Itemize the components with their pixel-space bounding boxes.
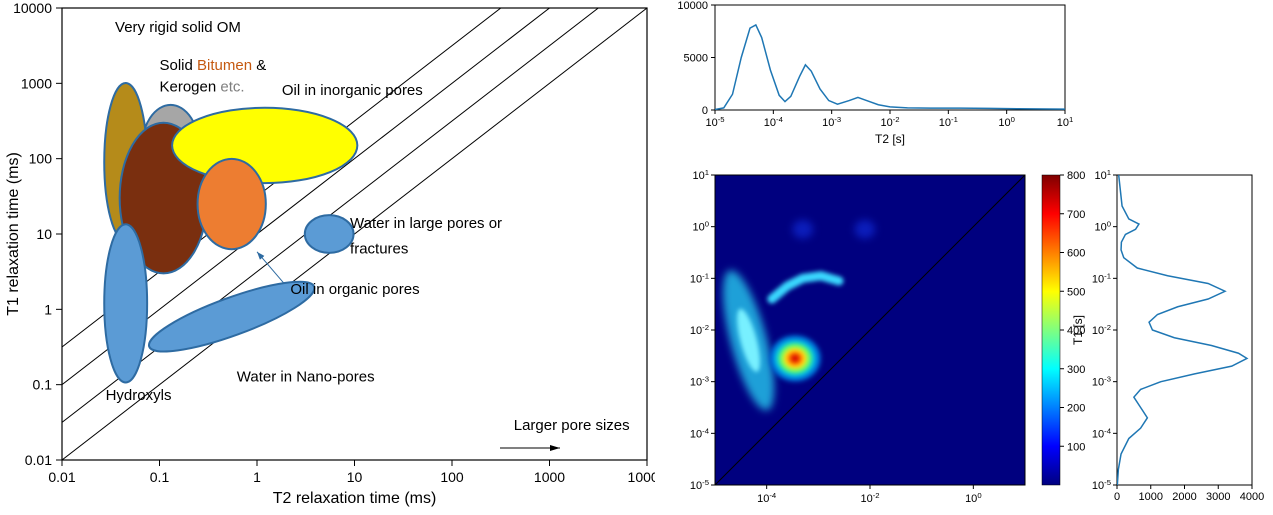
left-panel: 0.01 0.1 1 10 100 1000 10000 0.01 0.1 1 10 100 1000 1… <box>0 0 655 515</box>
xtick-label: 100 <box>440 469 464 485</box>
xtick-label: 0.01 <box>48 469 75 485</box>
t2dist-xtick: 10-1 <box>939 115 958 130</box>
colorbar-tick: 500 <box>1067 286 1085 298</box>
right-panel: 10-510-410-310-210-11001010500010000T2 [… <box>660 0 1270 515</box>
t2dist-xtick: 10-5 <box>705 115 724 130</box>
nanopore-label: Water in Nano-pores <box>237 369 375 386</box>
t1-dist-ylabel: T1 [s] <box>1071 315 1085 345</box>
t1dist-ytick: 10-3 <box>1092 374 1111 389</box>
map-ytick: 10-2 <box>690 323 709 338</box>
x-axis-label: T2 relaxation time (ms) <box>273 490 437 507</box>
t1dist-ytick: 10-1 <box>1092 271 1111 286</box>
t1dist-xtick: 3000 <box>1206 491 1230 503</box>
map-ytick: 10-3 <box>690 374 709 389</box>
map-xtick: 100 <box>965 491 982 506</box>
t1dist-ytick: 10-2 <box>1092 323 1111 338</box>
t2dist-xtick: 10-3 <box>822 115 841 130</box>
xtick-label: 10 <box>347 469 363 485</box>
colorbar-tick: 200 <box>1067 403 1085 415</box>
map-ytick: 100 <box>692 219 709 234</box>
colorbar-tick: 100 <box>1067 441 1085 453</box>
map-blob-faint-top-a <box>793 220 814 239</box>
map-ytick: 10-5 <box>690 478 709 493</box>
t1dist-ytick: 10-5 <box>1092 478 1111 493</box>
colorbar-tick: 700 <box>1067 209 1085 221</box>
inorg-oil-label: Oil in inorganic pores <box>282 82 423 99</box>
ytick-label: 1 <box>44 301 52 317</box>
t1dist-xtick: 0 <box>1114 491 1120 503</box>
ytick-label: 1000 <box>21 75 52 91</box>
xtick-label: 0.1 <box>150 469 170 485</box>
t1dist-ytick: 10-4 <box>1092 426 1112 441</box>
ytick-label: 10 <box>36 226 52 242</box>
schematic-plot: 0.01 0.1 1 10 100 1000 10000 0.01 0.1 1 10 100 1000 1… <box>0 0 655 515</box>
region-large-pore-water <box>305 215 354 253</box>
region-org-oil <box>198 159 266 249</box>
bitumen-label-2: Kerogen etc. <box>160 78 245 95</box>
hydroxyls-label: Hydroxyls <box>106 387 172 404</box>
map-ytick: 10-1 <box>690 271 709 286</box>
t2dist-xtick: 100 <box>998 115 1015 130</box>
region-hydroxyls <box>104 224 147 382</box>
colorbar-tick: 300 <box>1067 364 1085 376</box>
t2dist-xtick: 101 <box>1057 115 1074 130</box>
ytick-label: 10000 <box>13 0 52 16</box>
bitumen-label-1: Solid Bitumen & <box>160 57 267 74</box>
ytick-label: 100 <box>29 151 53 167</box>
xtick-label: 1 <box>253 469 261 485</box>
larger-pores: Larger pore sizes <box>514 417 630 434</box>
t1-dist-axes <box>1117 175 1252 485</box>
map-xtick: 10-2 <box>860 491 879 506</box>
t2dist-xtick: 10-2 <box>880 115 899 130</box>
xtick-label: 10000 <box>628 469 655 485</box>
t1dist-ytick: 101 <box>1094 168 1111 183</box>
t2dist-ytick: 5000 <box>684 53 708 65</box>
y-axis-label: T1 relaxation time (ms) <box>5 152 22 316</box>
t1dist-xtick: 1000 <box>1139 491 1163 503</box>
large-water-l2: fractures <box>350 241 408 258</box>
t1t2-map-panel: 10-510-410-310-210-11001010500010000T2 [… <box>660 0 1270 515</box>
map-ytick: 10-4 <box>690 426 710 441</box>
t2-dist-xlabel: T2 [s] <box>875 132 905 146</box>
large-water-l1: Water in large pores or <box>350 215 502 232</box>
rigid-om-label: Very rigid solid OM <box>115 19 241 36</box>
org-oil-label: Oil in organic pores <box>290 281 419 298</box>
t2dist-xtick: 10-4 <box>764 115 784 130</box>
xtick-label: 1000 <box>534 469 565 485</box>
t2dist-ytick: 10000 <box>677 0 708 12</box>
t1dist-xtick: 4000 <box>1240 491 1264 503</box>
ytick-label: 0.1 <box>33 377 53 393</box>
colorbar <box>1042 175 1060 485</box>
map-xtick: 10-4 <box>757 491 777 506</box>
t1dist-ytick: 100 <box>1094 219 1111 234</box>
t1dist-xtick: 2000 <box>1172 491 1196 503</box>
colorbar-tick: 600 <box>1067 248 1085 260</box>
t2dist-ytick: 0 <box>702 105 708 117</box>
map-blob-hot <box>791 355 799 362</box>
map-blob-faint-top-b <box>855 220 876 239</box>
region-inorg-oil <box>172 108 357 183</box>
map-ytick: 101 <box>692 168 709 183</box>
colorbar-tick: 800 <box>1067 170 1085 182</box>
ytick-label: 0.01 <box>25 452 52 468</box>
